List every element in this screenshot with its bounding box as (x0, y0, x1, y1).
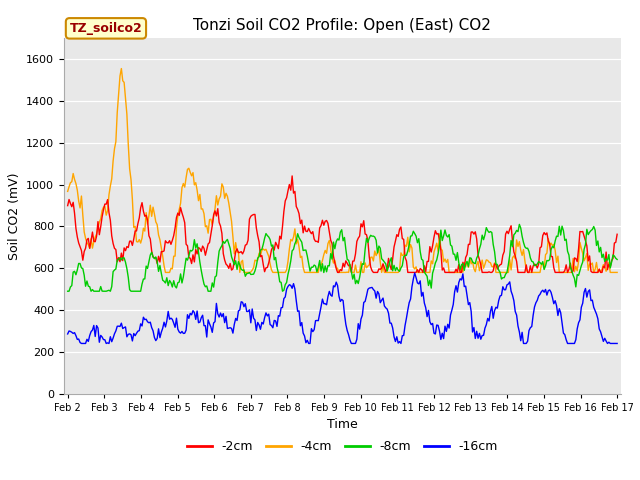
Text: TZ_soilco2: TZ_soilco2 (70, 22, 142, 35)
Y-axis label: Soil CO2 (mV): Soil CO2 (mV) (8, 172, 20, 260)
X-axis label: Time: Time (327, 418, 358, 431)
Legend: -2cm, -4cm, -8cm, -16cm: -2cm, -4cm, -8cm, -16cm (182, 435, 503, 458)
Title: Tonzi Soil CO2 Profile: Open (East) CO2: Tonzi Soil CO2 Profile: Open (East) CO2 (193, 18, 492, 33)
